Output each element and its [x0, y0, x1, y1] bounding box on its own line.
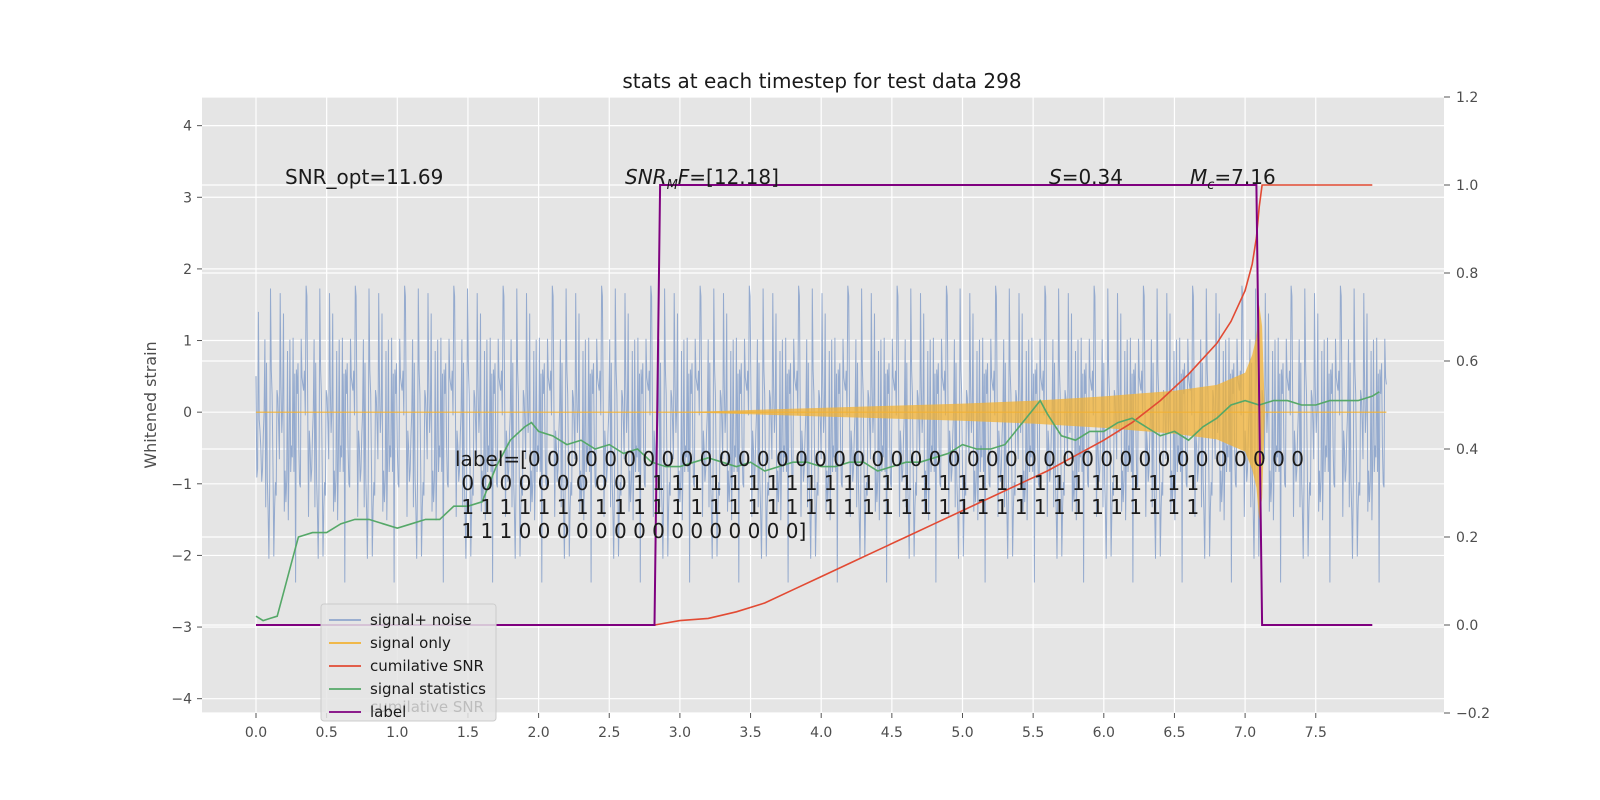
y-tick-label: −2	[171, 548, 192, 564]
y-tick-label: 2	[183, 262, 192, 278]
y2-tick-label: 0.2	[1456, 530, 1478, 546]
x-tick-label: 7.0	[1234, 725, 1256, 741]
x-tick-label: 4.5	[881, 725, 903, 741]
y-tick-label: 4	[183, 119, 192, 135]
x-tick-label: 3.0	[669, 725, 691, 741]
mc-annotation: Mc=7.16	[1190, 165, 1276, 193]
legend-label: signal statistics	[370, 680, 486, 698]
y-axis-label: Whitened strain	[141, 341, 160, 468]
series-line-cumilative-snr	[654, 184, 1373, 626]
y2-axis-ticks: −0.2 0.0 0.2 0.4 0.6 0.8 1.0 1.2	[1444, 90, 1490, 722]
x-tick-label: 0.5	[316, 725, 338, 741]
y-tick-label: 0	[183, 405, 192, 421]
x-tick-label: 3.5	[739, 725, 761, 741]
y-axis-ticks: −4 −3 −2 −1 0 1 2 3 4	[171, 119, 202, 708]
legend-label: cumilative SNR	[370, 657, 484, 675]
x-tick-label: 1.5	[457, 725, 479, 741]
legend-label: signal only	[370, 634, 451, 652]
signal-noise-series	[255, 285, 1387, 583]
legend-ghost-text: cumilative SNR	[370, 698, 484, 716]
x-tick-label: 6.5	[1163, 725, 1185, 741]
x-tick-label: 4.0	[810, 725, 832, 741]
y-tick-label: −1	[171, 477, 192, 493]
label-line-1: label=[0 0 0 0 0 0 0 0 0 0 0 0 0 0 0 0 0…	[455, 447, 1304, 471]
label-line-2: 0 0 0 0 0 0 0 0 0 1 1 1 1 1 1 1 1 1 1 1 …	[455, 471, 1199, 495]
x-tick-label: 0.0	[245, 725, 267, 741]
y2-tick-label: 1.2	[1456, 90, 1478, 106]
y-tick-label: −3	[171, 620, 192, 636]
s-annotation: S=0.34	[1049, 165, 1123, 189]
signal-noise-line	[255, 285, 1387, 583]
y2-tick-label: −0.2	[1456, 706, 1490, 722]
label-annotation: label=[0 0 0 0 0 0 0 0 0 0 0 0 0 0 0 0 0…	[455, 447, 1304, 543]
snr-opt-annotation: SNR_opt=11.69	[285, 165, 443, 189]
chart-title: stats at each timestep for test data 298	[622, 69, 1021, 93]
x-axis-ticks: 0.0 0.5 1.0 1.5 2.0 2.5 3.0 3.5 4.0 4.5 5.0 5.5 6.0 6…	[245, 713, 1327, 741]
x-tick-label: 1.0	[386, 725, 408, 741]
legend-label: signal+ noise	[370, 611, 472, 629]
x-tick-label: 5.0	[951, 725, 973, 741]
legend-box	[320, 603, 497, 722]
legend: cumilative SNR signal+ noise signal only c…	[320, 603, 497, 722]
y2-tick-label: 0.4	[1456, 442, 1478, 458]
y2-tick-label: 0.8	[1456, 266, 1478, 282]
signal-only-series	[256, 304, 1387, 520]
y2-tick-label: 1.0	[1456, 178, 1478, 194]
series-line-signal-statistics	[255, 391, 1380, 622]
x-tick-label: 7.5	[1305, 725, 1327, 741]
label-line-3: 1 1 1 1 1 1 1 1 1 1 1 1 1 1 1 1 1 1 1 1 …	[455, 495, 1199, 519]
y-tick-label: 3	[183, 190, 192, 206]
y-tick-label: 1	[183, 334, 192, 350]
x-tick-label: 5.5	[1022, 725, 1044, 741]
line-series	[255, 184, 1380, 626]
y2-tick-label: 0.0	[1456, 618, 1478, 634]
legend-label: label	[370, 703, 406, 721]
x-tick-label: 6.0	[1093, 725, 1115, 741]
label-line-4: 1 1 1 0 0 0 0 0 0 0 0 0 0 0 0 0 0 0]	[455, 519, 806, 543]
x-tick-label: 2.0	[527, 725, 549, 741]
series-line-label	[256, 184, 1373, 626]
x-tick-label: 2.5	[598, 725, 620, 741]
snr-mf-annotation: SNRMF=[12.18]	[625, 165, 779, 193]
y-tick-label: −4	[171, 692, 192, 708]
y2-tick-label: 0.6	[1456, 354, 1478, 370]
